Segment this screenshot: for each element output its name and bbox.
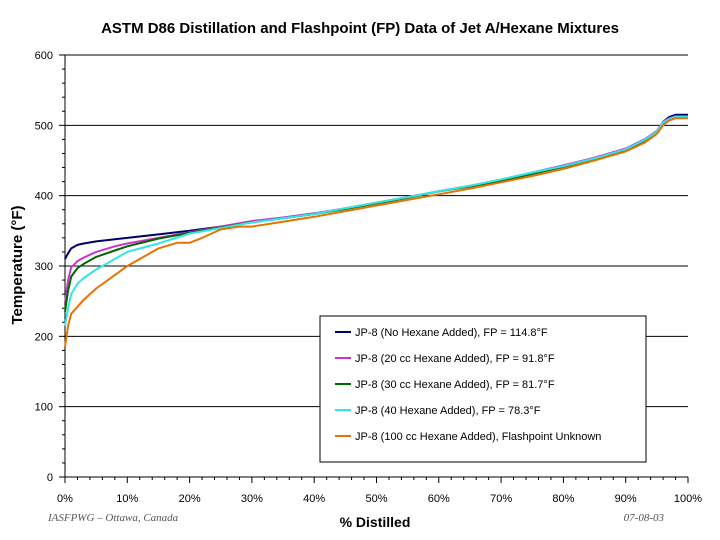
x-tick-label: 60% xyxy=(428,493,450,505)
legend-label: JP-8 (100 cc Hexane Added), Flashpoint U… xyxy=(355,431,601,443)
y-tick-label: 0 xyxy=(47,472,53,484)
x-tick-label: 20% xyxy=(179,493,201,505)
x-tick-label: 80% xyxy=(552,493,574,505)
series-line-4 xyxy=(64,115,688,326)
x-tick-label: 90% xyxy=(615,493,637,505)
y-tick-label: 100 xyxy=(35,402,53,414)
legend-label: JP-8 (30 cc Hexane Added), FP = 81.7°F xyxy=(355,379,555,391)
x-tick-label: 100% xyxy=(674,493,702,505)
y-tick-label: 400 xyxy=(35,191,53,203)
y-axis-label: Temperature (°F) xyxy=(9,205,26,324)
series-line-5 xyxy=(64,117,688,348)
x-axis-label: % Distilled xyxy=(340,514,411,530)
x-tick-label: 70% xyxy=(490,493,512,505)
footer-right: 07-08-03 xyxy=(624,512,665,524)
series-lines xyxy=(64,113,688,348)
legend-label: JP-8 (20 cc Hexane Added), FP = 91.8°F xyxy=(355,353,555,365)
series-line-3 xyxy=(64,116,688,312)
x-tick-label: 30% xyxy=(241,493,263,505)
footer-left: IASFPWG – Ottawa, Canada xyxy=(47,512,179,524)
legend-label: JP-8 (40 Hexane Added), FP = 78.3°F xyxy=(355,405,541,417)
chart-title: ASTM D86 Distillation and Flashpoint (FP… xyxy=(101,20,619,37)
legend-box xyxy=(319,315,647,463)
y-tick-label: 500 xyxy=(35,120,53,132)
x-tick-label: 10% xyxy=(116,493,138,505)
y-tick-label: 300 xyxy=(35,261,53,273)
y-tick-label: 200 xyxy=(35,331,53,343)
x-tick-label: 0% xyxy=(57,493,73,505)
x-tick-label: 50% xyxy=(365,493,387,505)
legend-label: JP-8 (No Hexane Added), FP = 114.8°F xyxy=(355,327,548,339)
x-tick-labels: 0% 10% 20% 30% 40% 50% 60% 70% 80% 90% 100% xyxy=(57,493,702,505)
y-tick-labels: 0 100 200 300 400 500 600 xyxy=(35,50,53,484)
x-tick-label: 40% xyxy=(303,493,325,505)
y-tick-label: 600 xyxy=(35,50,53,62)
series-line-2 xyxy=(64,115,688,303)
legend: JP-8 (No Hexane Added), FP = 114.8°F JP-8… xyxy=(319,315,647,463)
axes xyxy=(59,54,689,483)
